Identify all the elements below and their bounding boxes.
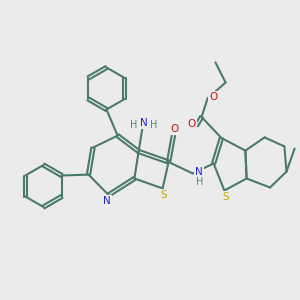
Text: S: S	[223, 192, 229, 202]
Text: N: N	[103, 196, 111, 206]
Text: O: O	[187, 119, 195, 129]
Text: S: S	[161, 190, 167, 200]
Text: O: O	[209, 92, 217, 102]
Text: O: O	[171, 124, 179, 134]
Text: N: N	[140, 118, 148, 128]
Text: N: N	[195, 167, 203, 177]
Text: H: H	[196, 177, 203, 187]
Text: H: H	[130, 119, 138, 130]
Text: H: H	[150, 119, 158, 130]
